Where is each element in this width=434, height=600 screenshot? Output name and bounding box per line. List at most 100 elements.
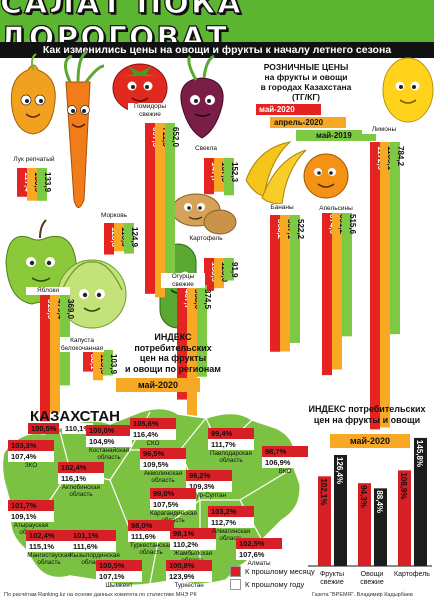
- region-year-badge: 110,2%: [170, 539, 216, 550]
- price-bar: [332, 210, 342, 370]
- onion-illustration: [10, 53, 56, 135]
- region-month-badge: 102,4%: [58, 462, 104, 473]
- price-bar-label: 515,6: [348, 214, 357, 235]
- price-bar: [280, 215, 290, 352]
- index-bar: [334, 454, 347, 566]
- index-bar-label: 108,9%: [399, 472, 408, 499]
- map-legend-year-label: К прошлому году: [245, 580, 305, 589]
- footer: По расчётам Ranking.kz на основе данных …: [0, 592, 434, 600]
- tomato-illustration: [112, 63, 168, 113]
- region-month-badge: 100,5%: [96, 560, 142, 571]
- price-bar-group: 558,2557,1522,2: [270, 215, 305, 352]
- region-year-badge: 109,1%: [8, 511, 54, 522]
- regional-index-heading: ИНДЕКС потребительских цен на фрукты и о…: [118, 332, 228, 374]
- footer-source: По расчётам Ranking.kz на основе данных …: [4, 592, 197, 598]
- price-bar: [145, 123, 155, 294]
- region-name: Туркестанская область: [129, 542, 173, 556]
- region-month-badge: 103,2%: [208, 506, 254, 517]
- potato-illustration: [171, 193, 237, 235]
- product-name-label: Лимоны: [362, 126, 406, 134]
- region-month-badge: 101,7%: [8, 500, 54, 511]
- price-bar: [224, 258, 234, 281]
- price-bar-label: 369,0: [66, 299, 75, 320]
- legend-swatch-white: [230, 579, 241, 590]
- price-bar: [177, 285, 187, 400]
- region-month-badge: 101,1%: [70, 530, 116, 541]
- region-month-badge: 105,6%: [130, 418, 176, 429]
- index-bar-label: 94,3%: [359, 485, 368, 508]
- price-bar: [165, 123, 175, 283]
- region-year-badge: 123,9%: [166, 571, 212, 582]
- price-bar: [17, 168, 27, 197]
- region-year-badge: 107,6%: [236, 549, 282, 560]
- regional-heading-line: потребительских: [134, 342, 212, 353]
- region-year-badge: 106,9%: [262, 457, 308, 468]
- price-legend: РОЗНИЧНЫЕ ЦЕНЫ на фрукты и овощи в город…: [256, 62, 376, 141]
- lemon-illustration: [382, 57, 434, 123]
- region-name: Шымкент: [105, 582, 133, 589]
- region-month-badge: 96,2%: [186, 470, 232, 481]
- region-year-badge: 112,7%: [208, 517, 254, 528]
- price-bar: [155, 123, 165, 298]
- region-year-badge: 107,4%: [8, 451, 54, 462]
- price-bar-group: 1172,91165,1784,2: [370, 142, 405, 430]
- map-legend-month: К прошлому месяцу: [230, 566, 315, 577]
- price-bar: [37, 168, 47, 201]
- region-marker: 100,0% 104,9% Костанайская область: [86, 425, 132, 461]
- region-month-badge: 98,7%: [262, 446, 308, 457]
- price-bar-label: 652,0: [171, 127, 180, 148]
- regional-heading-line: и овощи по регионам: [125, 363, 221, 374]
- product-period-ribbon: май-2020: [330, 434, 410, 448]
- region-marker: 102,4% 115,1% Мангистауская область: [26, 530, 72, 566]
- legend-swatch-red: [230, 566, 241, 577]
- price-bar: [322, 210, 332, 376]
- region-year-badge: 116,4%: [130, 429, 176, 440]
- price-bar: [270, 215, 280, 352]
- price-bar-group: 128,8115,3124,9: [104, 223, 139, 255]
- price-bar: [380, 142, 390, 428]
- region-month-badge: 99,4%: [208, 428, 254, 439]
- banana-orange-illustration: [245, 141, 349, 205]
- index-bar: [374, 488, 387, 566]
- product-index-heading: ИНДЕКС потребительских цен на фрукты и о…: [300, 404, 434, 425]
- footer-credit: Газета "ВРЕМЯ". Владимир Кадырбаев: [312, 592, 413, 598]
- region-year-badge: 107,1%: [96, 571, 142, 582]
- price-bar-group: 117,4133,5133,9: [17, 168, 52, 201]
- product-name-label: Огурцы свежие: [161, 273, 205, 288]
- region-marker: 98,0% 111,6% Туркестанская область: [128, 520, 174, 556]
- price-bar: [104, 223, 114, 255]
- price-bar: [224, 158, 234, 196]
- price-bar-label: 103,9: [109, 354, 118, 375]
- legend-title-line: (ТГ/КГ): [291, 92, 321, 102]
- price-bar: [197, 285, 207, 377]
- regional-heading-line: цен на фрукты: [139, 353, 207, 363]
- price-bar: [370, 142, 380, 430]
- price-bar: [83, 350, 93, 372]
- region-name: Алматинская область: [211, 528, 251, 542]
- price-bar: [124, 223, 134, 254]
- region-month-badge: 98,0%: [128, 520, 174, 531]
- region-year-badge: 111,6%: [70, 541, 116, 552]
- price-bar-label: 91,9: [230, 262, 239, 278]
- index-category-label: Овощи свежие: [360, 571, 384, 586]
- legend-april-2020: апрель-2020: [270, 117, 346, 128]
- region-name: ЗКО: [24, 462, 38, 469]
- region-name: Нур-Султан: [191, 492, 227, 499]
- map-legend-year: К прошлому году: [230, 579, 315, 590]
- page-subtitle: Как изменились цены на овощи и фрукты к …: [42, 44, 392, 56]
- product-name-label: Капуста белокочанная: [60, 337, 104, 352]
- legend-title-line: в городах Казахстана: [260, 82, 352, 92]
- product-index-title: ИНДЕКС потребительских цен на фрукты и о…: [308, 404, 426, 425]
- price-bar: [390, 142, 400, 335]
- legend-title-line: РОЗНИЧНЫЕ ЦЕНЫ: [263, 62, 349, 72]
- legend-title-line: на фрукты и овощи: [264, 72, 348, 82]
- region-year-badge: 116,1%: [58, 473, 104, 484]
- legend-title: РОЗНИЧНЫЕ ЦЕНЫ на фрукты и овощи в город…: [256, 62, 356, 102]
- price-bar: [93, 350, 103, 381]
- region-year-badge: 107,5%: [150, 499, 196, 510]
- regional-period-ribbon: май-2020: [116, 378, 200, 392]
- price-bar: [342, 210, 352, 337]
